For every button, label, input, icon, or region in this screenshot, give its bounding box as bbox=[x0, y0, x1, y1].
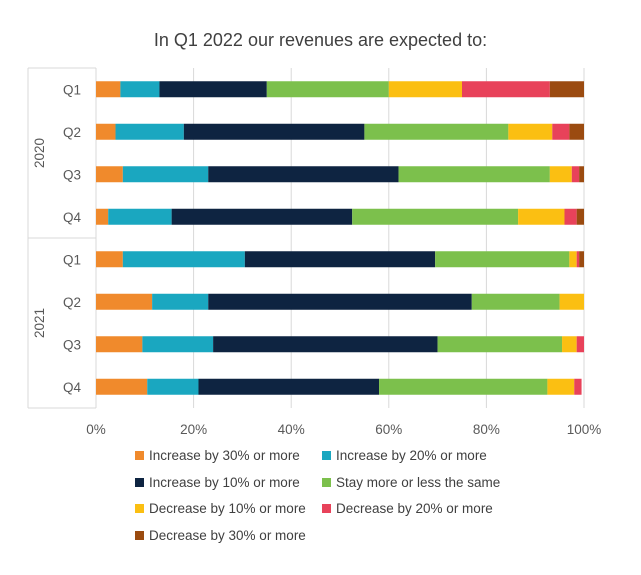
bar-segment bbox=[96, 336, 143, 353]
bar-segment bbox=[96, 166, 123, 183]
bar-segment bbox=[171, 208, 353, 225]
legend-item: Increase by 10% or more bbox=[135, 475, 300, 490]
bar-segment bbox=[147, 378, 199, 395]
group-label: 2020 bbox=[32, 138, 47, 168]
legend-swatch bbox=[322, 504, 331, 513]
bar-segment bbox=[122, 251, 245, 268]
bar-segment bbox=[569, 251, 577, 268]
bar-segment bbox=[508, 123, 553, 140]
category-label: Q4 bbox=[63, 210, 82, 225]
bar-segment bbox=[142, 336, 214, 353]
bar-segment bbox=[96, 208, 109, 225]
bar-segment bbox=[120, 81, 160, 98]
category-label: Q4 bbox=[63, 380, 82, 395]
bar-segment bbox=[115, 123, 184, 140]
bar-segment bbox=[398, 166, 550, 183]
bar-segment bbox=[471, 293, 560, 310]
bar-segment bbox=[159, 81, 267, 98]
bar-segment bbox=[579, 251, 584, 268]
bar-segment bbox=[244, 251, 436, 268]
legend-item: Decrease by 20% or more bbox=[322, 501, 493, 516]
x-tick-label: 40% bbox=[278, 422, 305, 437]
bar-segment bbox=[364, 123, 509, 140]
bar-segment bbox=[549, 81, 584, 98]
category-label: Q1 bbox=[63, 252, 81, 267]
legend-label: Decrease by 30% or more bbox=[149, 527, 306, 543]
bar-segment bbox=[96, 293, 153, 310]
bar-segment bbox=[462, 81, 550, 98]
legend-item: Decrease by 10% or more bbox=[135, 501, 306, 516]
x-tick-label: 20% bbox=[180, 422, 207, 437]
legend-swatch bbox=[135, 530, 144, 540]
bar-segment bbox=[208, 293, 472, 310]
bar-segment bbox=[569, 123, 584, 140]
bar-segment bbox=[571, 166, 580, 183]
bar-segment bbox=[198, 378, 380, 395]
bar-segment bbox=[549, 166, 572, 183]
bar-segment bbox=[388, 81, 462, 98]
bar-segment bbox=[576, 336, 584, 353]
bar-segment bbox=[96, 251, 123, 268]
legend-label: Decrease by 10% or more bbox=[149, 501, 306, 516]
category-label: Q2 bbox=[63, 295, 81, 310]
bar-segment bbox=[266, 81, 389, 98]
legend-item: Stay more or less the same bbox=[322, 475, 500, 490]
x-tick-label: 100% bbox=[567, 422, 602, 437]
legend-label: Increase by 10% or more bbox=[149, 474, 300, 490]
legend-item: Increase by 30% or more bbox=[135, 448, 300, 463]
bar-segment bbox=[437, 336, 563, 353]
bar-segment bbox=[152, 293, 209, 310]
bar-segment bbox=[122, 166, 209, 183]
bar-segment bbox=[564, 208, 577, 225]
bar-segment bbox=[213, 336, 438, 353]
bar-segment bbox=[547, 378, 575, 395]
category-label: Q2 bbox=[63, 125, 81, 140]
bar-segment bbox=[379, 378, 548, 395]
legend-item: Increase by 20% or more bbox=[322, 448, 487, 463]
bar-segment bbox=[562, 336, 577, 353]
bar-segment bbox=[108, 208, 172, 225]
bar-segment bbox=[183, 123, 365, 140]
bar-segment bbox=[96, 123, 116, 140]
legend-swatch bbox=[135, 451, 144, 460]
bar-segment bbox=[576, 251, 580, 268]
bar-segment bbox=[579, 166, 584, 183]
legend-label: Decrease by 20% or more bbox=[336, 501, 493, 516]
chart-title: In Q1 2022 our revenues are expected to: bbox=[153, 30, 488, 50]
x-tick-label: 60% bbox=[375, 422, 402, 437]
legend-label: Increase by 30% or more bbox=[149, 448, 300, 463]
bar-segment bbox=[518, 208, 565, 225]
bar-segment bbox=[96, 378, 148, 395]
legend-item: Decrease by 30% or more bbox=[135, 528, 306, 543]
bar-segment bbox=[574, 378, 582, 395]
category-label: Q3 bbox=[63, 337, 81, 352]
category-label: Q1 bbox=[63, 82, 81, 97]
bar-segment bbox=[435, 251, 570, 268]
category-label: Q3 bbox=[63, 167, 81, 182]
bar-segment bbox=[96, 81, 121, 98]
x-tick-label: 80% bbox=[473, 422, 500, 437]
legend-label: Increase by 20% or more bbox=[336, 448, 487, 463]
legend-swatch bbox=[135, 477, 144, 487]
legend-swatch bbox=[322, 451, 331, 460]
group-label: 2021 bbox=[32, 308, 47, 338]
bar-segment bbox=[352, 208, 519, 225]
x-tick-label: 0% bbox=[86, 422, 106, 437]
legend-label: Stay more or less the same bbox=[336, 474, 501, 490]
bar-segment bbox=[576, 208, 584, 225]
legend-swatch bbox=[135, 504, 144, 513]
bar-segment bbox=[552, 123, 570, 140]
legend-swatch bbox=[322, 477, 331, 487]
bar-segment bbox=[559, 293, 584, 310]
bar-segment bbox=[208, 166, 399, 183]
